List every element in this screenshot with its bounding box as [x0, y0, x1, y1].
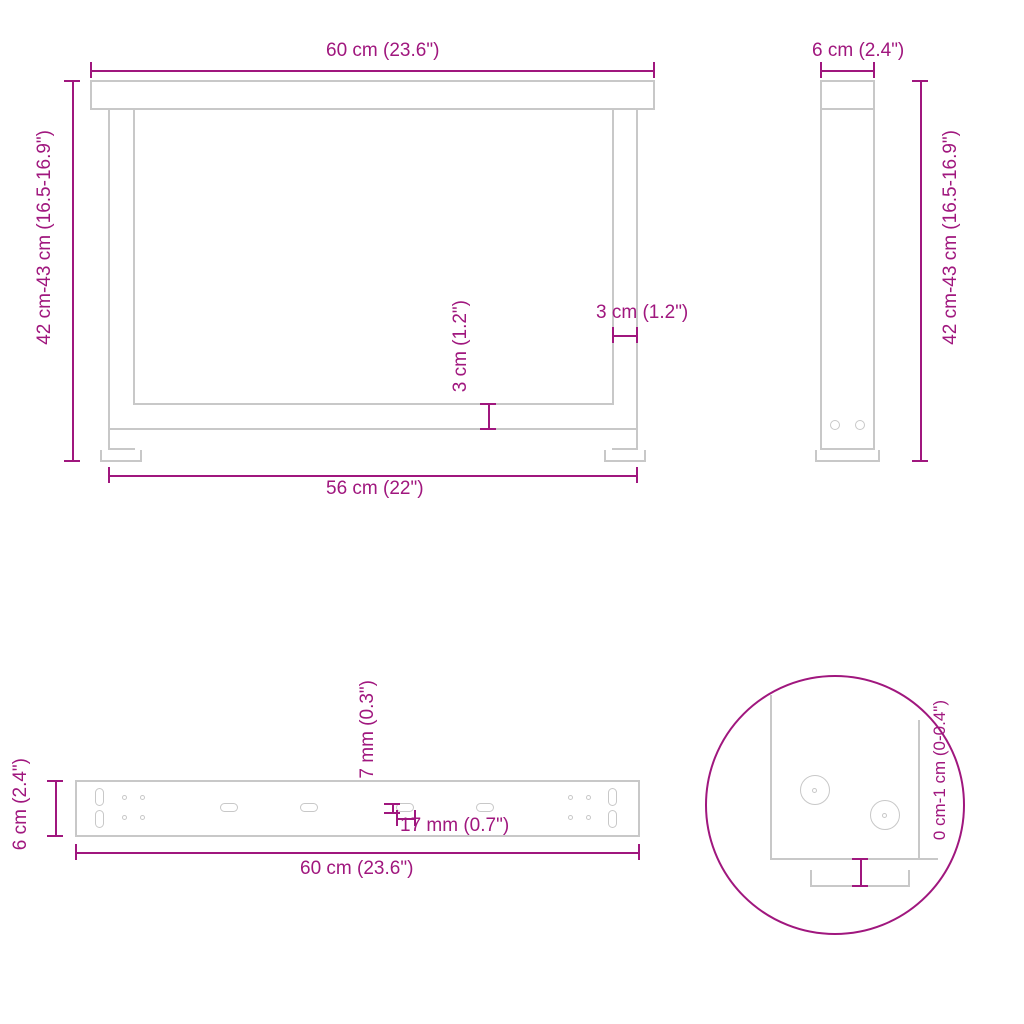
- dim-foot-adjust: 0 cm-1 cm (0-0.4"): [930, 700, 950, 840]
- dim-bottom-width: 56 cm (22"): [326, 478, 424, 500]
- dim-top-height: 6 cm (2.4"): [10, 758, 32, 850]
- dim-side-height: 42 cm-43 cm (16.5-16.9"): [940, 130, 962, 345]
- dim-slot-height: 7 mm (0.3"): [357, 680, 379, 779]
- dim-side-width: 6 cm (2.4"): [812, 40, 904, 62]
- dim-slot-width: 17 mm (0.7"): [400, 815, 509, 837]
- dim-leg-width: 3 cm (1.2"): [596, 302, 688, 324]
- dim-crossbar-height: 3 cm (1.2"): [450, 300, 472, 392]
- dim-top-width: 60 cm (23.6"): [326, 40, 439, 62]
- dim-top-width: 60 cm (23.6"): [300, 858, 413, 880]
- dim-left-height: 42 cm-43 cm (16.5-16.9"): [34, 130, 56, 345]
